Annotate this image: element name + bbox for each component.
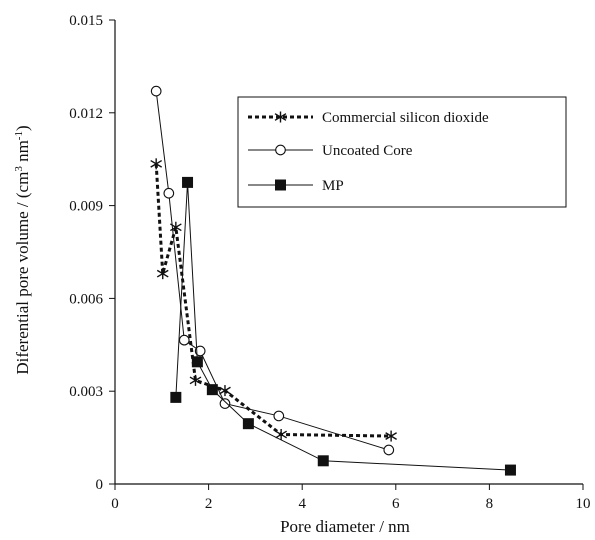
ticks: 0 2 4 6 8 10 0 0.003 0.006 0.009 0.012 0.015 xyxy=(69,13,590,512)
axes xyxy=(114,20,583,485)
data-point-1-3 xyxy=(194,345,206,357)
asterisk-stroke xyxy=(385,432,397,440)
data-point-0-5 xyxy=(275,429,288,441)
y-tick-label: 0.006 xyxy=(69,291,103,307)
data-point-2-0 xyxy=(170,391,182,403)
data-point-0-6 xyxy=(385,430,397,442)
legend-marker-1 xyxy=(275,144,286,156)
series-layer xyxy=(150,85,516,476)
y-axis-title-mid: nm xyxy=(13,140,32,166)
asterisk-stroke xyxy=(156,269,169,278)
y-axis-title-sup1: 3 xyxy=(13,166,25,172)
asterisk-stroke xyxy=(189,376,202,385)
data-point-0-3 xyxy=(189,374,202,386)
legend-marker-2 xyxy=(275,179,286,191)
data-point-0-1 xyxy=(156,268,169,280)
asterisk-stroke xyxy=(219,386,231,395)
y-tick-label: 0.009 xyxy=(69,199,103,215)
data-point-2-2 xyxy=(191,356,203,368)
legend-label-uncoated: Uncoated Core xyxy=(322,143,413,159)
data-point-1-2 xyxy=(178,334,190,346)
data-point-1-1 xyxy=(163,187,175,199)
data-point-0-0 xyxy=(150,158,163,170)
data-point-2-5 xyxy=(317,455,329,467)
y-tick-label: 0.003 xyxy=(69,384,103,400)
y-tick-label: 0 xyxy=(96,477,104,493)
x-tick-label: 0 xyxy=(111,496,119,512)
series-2 xyxy=(170,176,516,476)
data-point-1-0 xyxy=(150,85,162,97)
legend-label-commercial: Commercial silicon dioxide xyxy=(322,110,489,126)
legend-box xyxy=(237,96,567,208)
data-point-2-3 xyxy=(206,384,218,396)
series-1 xyxy=(150,85,395,456)
y-axis-title-sup2: -1 xyxy=(13,131,25,140)
y-axis-title: Diferential pore volume / (cm3 nm-1) xyxy=(13,125,32,374)
data-point-2-1 xyxy=(182,176,194,188)
data-point-1-6 xyxy=(383,444,395,456)
data-point-0-4 xyxy=(219,385,231,397)
series-0 xyxy=(150,158,397,442)
x-tick-label: 2 xyxy=(205,496,213,512)
x-tick-label: 8 xyxy=(486,496,494,512)
x-tick-label: 4 xyxy=(298,496,306,512)
data-point-2-4 xyxy=(242,418,254,430)
legend: Commercial silicon dioxide Uncoated Core… xyxy=(237,96,567,208)
asterisk-stroke xyxy=(275,430,288,439)
y-tick-label: 0.012 xyxy=(69,106,103,122)
x-tick-label: 6 xyxy=(392,496,400,512)
data-point-1-4 xyxy=(219,398,231,409)
series-line-2 xyxy=(175,182,511,471)
legend-marker-0 xyxy=(274,111,287,123)
y-axis-title-end: ) xyxy=(13,125,32,131)
asterisk-stroke xyxy=(150,159,163,168)
x-tick-label: 10 xyxy=(576,496,591,512)
y-axis-title-main: Diferential pore volume / (cm xyxy=(13,172,32,375)
asterisk-stroke xyxy=(274,113,287,121)
data-point-2-6 xyxy=(504,464,516,476)
data-point-1-5 xyxy=(273,410,285,422)
legend-label-mp: MP xyxy=(322,178,344,194)
x-axis-title: Pore diameter / nm xyxy=(280,517,410,536)
y-tick-label: 0.015 xyxy=(69,13,103,29)
